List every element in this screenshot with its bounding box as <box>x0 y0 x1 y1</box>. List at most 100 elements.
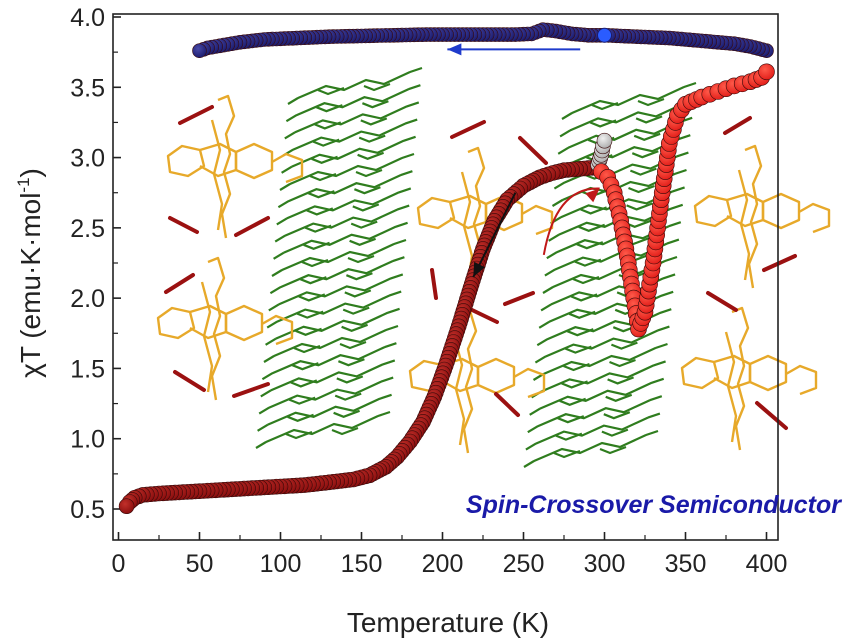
green-molecule-ring <box>290 375 364 388</box>
green-molecule-layer <box>274 204 410 243</box>
orange-left-ring <box>416 194 488 230</box>
y-tick-label: 3.0 <box>70 145 105 173</box>
green-molecule-ring <box>553 445 627 459</box>
green-molecule-layer <box>546 221 682 260</box>
orange-right-ring <box>224 304 294 346</box>
x-tick-label: 300 <box>584 550 626 578</box>
x-tick-label: 0 <box>112 550 126 578</box>
green-molecule-ring <box>311 151 384 164</box>
green-molecule-layer <box>268 273 404 312</box>
data-point <box>118 498 135 515</box>
orange-complex-molecule <box>680 306 818 451</box>
green-molecule-ring <box>314 117 388 130</box>
green-molecule-ring <box>299 272 373 285</box>
y-axis-title: χT (emu·K·mol-1) <box>14 168 46 378</box>
green-molecule-layer <box>527 395 663 434</box>
green-molecule-layer <box>257 393 392 432</box>
x-tick-label: 250 <box>503 550 545 578</box>
green-molecule-ring <box>580 202 653 215</box>
green-molecule-layer <box>271 238 407 277</box>
green-molecule-ring <box>298 289 372 302</box>
data-point <box>758 63 775 81</box>
chart-annotation: Spin-Crossover Semiconductor <box>466 491 842 519</box>
y-tick-label: 0.5 <box>70 496 105 524</box>
y-tick-label: 2.5 <box>70 215 105 243</box>
cooling-arrow-blue <box>447 43 581 56</box>
green-molecule-layer <box>265 307 400 346</box>
green-molecule-ring <box>293 340 367 354</box>
green-molecule-ring <box>287 409 360 422</box>
orange-left-ring <box>693 192 765 228</box>
green-molecule-layer <box>281 135 416 174</box>
orange-left-ring <box>680 354 752 390</box>
orange-vertical-ligand <box>210 94 236 239</box>
green-molecule-layer <box>273 221 408 260</box>
green-molecule-ring <box>317 82 391 96</box>
green-molecule-ring <box>555 428 629 441</box>
x-tick-label: 350 <box>665 550 707 578</box>
green-molecule-layer <box>285 84 421 123</box>
green-molecule-ring <box>309 168 383 182</box>
green-molecule-ring <box>559 393 633 406</box>
green-molecule-ring <box>315 100 389 113</box>
green-molecule-ring <box>591 97 665 111</box>
orange-complex-molecule <box>156 256 294 401</box>
orange-left-ring <box>156 304 228 340</box>
green-molecule-layer <box>284 101 420 140</box>
orange-left-ring <box>166 142 238 178</box>
green-molecule-ring <box>301 254 375 268</box>
y-axis-title-main: χT (emu·K·mol <box>15 193 46 378</box>
green-molecule-layer <box>260 359 396 398</box>
series-heating-to-400-k <box>592 63 775 338</box>
green-molecule-layer <box>279 152 415 191</box>
green-molecule-layer <box>561 81 697 120</box>
green-molecule-ring <box>291 358 365 371</box>
plot-border <box>112 13 779 541</box>
x-tick-label: 100 <box>260 550 302 578</box>
green-molecule-ring <box>561 376 634 389</box>
y-tick-label: 2.0 <box>70 285 105 313</box>
orange-complex-molecule <box>408 309 546 454</box>
green-molecule-ring <box>557 411 631 424</box>
cooling-arrow-black <box>472 192 517 278</box>
green-molecule-layer <box>532 342 668 381</box>
data-point <box>596 132 613 149</box>
direction-arrows <box>447 43 600 278</box>
green-molecule-ring <box>285 426 359 440</box>
y-axis-title-superscript: -1 <box>14 177 33 192</box>
green-molecule-layer <box>276 187 412 226</box>
green-molecule-layer <box>258 376 394 415</box>
green-molecule-layer <box>287 66 423 105</box>
orange-vertical-ligand <box>200 256 226 401</box>
orange-right-ring <box>476 357 546 399</box>
orange-complex-molecule <box>693 144 831 289</box>
orange-vertical-ligand <box>724 306 750 451</box>
x-tick-label: 200 <box>422 550 464 578</box>
green-molecule-layer <box>525 412 661 451</box>
orange-right-ring <box>234 142 304 184</box>
green-molecule-layer <box>266 290 402 329</box>
green-molecule-ring <box>312 134 386 147</box>
plot-frame: 0 50 100 150 200 250 300 350 400 0.5 1.0 1.5 2.0 2.5 3… <box>70 4 787 578</box>
green-molecule-layer <box>277 170 413 209</box>
green-molecule-layer <box>261 342 397 381</box>
red-anions <box>164 105 797 430</box>
y-axis-title-end: ) <box>15 168 46 177</box>
green-molecule-ring <box>296 306 370 319</box>
green-molecule-ring <box>303 237 376 250</box>
orange-right-ring <box>748 354 818 396</box>
series-cooling-from-300-k <box>118 159 605 515</box>
green-molecule-ring <box>295 323 368 336</box>
x-tick-label: 50 <box>186 550 214 578</box>
green-molecule-ring <box>306 203 380 216</box>
data-point <box>192 43 207 59</box>
y-tick-label: 1.5 <box>70 355 105 383</box>
orange-complex-molecule <box>416 146 554 291</box>
data-series <box>118 22 775 515</box>
green-molecule-layer <box>531 360 666 399</box>
highlight-point <box>597 27 612 43</box>
y-tick-label: 1.0 <box>70 426 105 454</box>
green-molecule-layer <box>263 324 399 363</box>
y-tick-label: 4.0 <box>70 4 105 32</box>
